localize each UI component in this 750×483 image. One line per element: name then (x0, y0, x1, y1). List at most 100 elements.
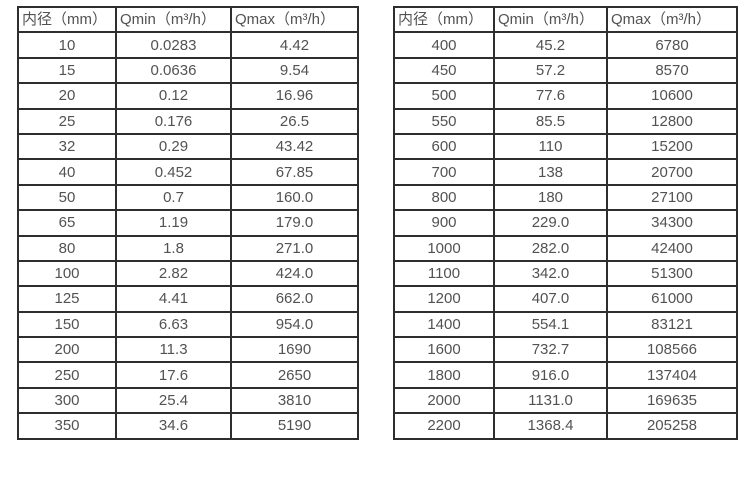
table-cell: 138 (493, 158, 608, 186)
table-cell: 200 (17, 336, 117, 364)
table-cell: 554.1 (493, 310, 608, 339)
table-cell: 65 (17, 209, 117, 237)
table-cell: 43.42 (230, 132, 359, 161)
table-cell: 80 (17, 234, 117, 262)
table-cell: 0.0283 (115, 31, 232, 59)
table-row: 125 4.41 662.0 (17, 285, 359, 313)
table-cell: 67.85 (230, 158, 359, 186)
table-cell: 10600 (606, 82, 738, 110)
table-row: 450 57.2 8570 (393, 56, 738, 85)
table-cell: 229.0 (493, 209, 608, 237)
table-cell: 12800 (606, 107, 738, 135)
table-row: 1600 732.7 108566 (393, 336, 738, 364)
table-cell: 61000 (606, 285, 738, 313)
table-body: 400 45.2 6780 450 57.2 8570 500 77.6 10600 550 85.… (393, 31, 738, 440)
table-cell: 77.6 (493, 82, 608, 110)
table-cell: 83121 (606, 310, 738, 339)
table-row: 100 2.82 424.0 (17, 259, 359, 288)
table-cell: 450 (393, 56, 495, 85)
table-cell: 150 (17, 310, 117, 339)
table-cell: 1100 (393, 259, 495, 288)
table-cell: 20 (17, 82, 117, 110)
table-row: 25 0.176 26.5 (17, 107, 359, 135)
table-row: 600 110 15200 (393, 132, 738, 161)
table-cell: 1400 (393, 310, 495, 339)
table-row: 1800 916.0 137404 (393, 361, 738, 389)
table-cell: 15200 (606, 132, 738, 161)
table-cell: 180 (493, 183, 608, 212)
table-row: 900 229.0 34300 (393, 209, 738, 237)
table-cell: 10 (17, 31, 117, 59)
table-cell: 250 (17, 361, 117, 389)
table-cell: 550 (393, 107, 495, 135)
column-header: Qmin（m³/h） (493, 5, 608, 34)
table-cell: 0.29 (115, 132, 232, 161)
table-cell: 400 (393, 31, 495, 59)
table-row: 200 11.3 1690 (17, 336, 359, 364)
table-cell: 407.0 (493, 285, 608, 313)
table-cell: 3810 (230, 386, 359, 415)
table-cell: 282.0 (493, 234, 608, 262)
table-cell: 6.63 (115, 310, 232, 339)
table-row: 20 0.12 16.96 (17, 82, 359, 110)
table-cell: 662.0 (230, 285, 359, 313)
table-row: 500 77.6 10600 (393, 82, 738, 110)
table-cell: 1600 (393, 336, 495, 364)
table-row: 65 1.19 179.0 (17, 209, 359, 237)
table-cell: 2650 (230, 361, 359, 389)
table-body: 10 0.0283 4.42 15 0.0636 9.54 20 0.12 16.96 25 0.1… (17, 31, 359, 440)
table-row: 40 0.452 67.85 (17, 158, 359, 186)
table-cell: 954.0 (230, 310, 359, 339)
table-cell: 1368.4 (493, 412, 608, 440)
table-row: 1200 407.0 61000 (393, 285, 738, 313)
table-cell: 169635 (606, 386, 738, 415)
table-cell: 110 (493, 132, 608, 161)
table-row: 150 6.63 954.0 (17, 310, 359, 339)
table-cell: 6780 (606, 31, 738, 59)
table-cell: 424.0 (230, 259, 359, 288)
table-cell: 25.4 (115, 386, 232, 415)
table-row: 10 0.0283 4.42 (17, 31, 359, 59)
table-cell: 0.176 (115, 107, 232, 135)
table-cell: 40 (17, 158, 117, 186)
table-cell: 500 (393, 82, 495, 110)
table-cell: 5190 (230, 412, 359, 440)
table-cell: 2.82 (115, 259, 232, 288)
table-cell: 271.0 (230, 234, 359, 262)
table-row: 15 0.0636 9.54 (17, 56, 359, 85)
table-cell: 342.0 (493, 259, 608, 288)
table-cell: 45.2 (493, 31, 608, 59)
table-cell: 8570 (606, 56, 738, 85)
table-cell: 50 (17, 183, 117, 212)
table-cell: 600 (393, 132, 495, 161)
table-cell: 32 (17, 132, 117, 161)
table-row: 300 25.4 3810 (17, 386, 359, 415)
table-cell: 732.7 (493, 336, 608, 364)
table-cell: 1690 (230, 336, 359, 364)
table-cell: 300 (17, 386, 117, 415)
table-cell: 1200 (393, 285, 495, 313)
table-cell: 51300 (606, 259, 738, 288)
column-header: 内径（mm） (393, 5, 495, 34)
table-cell: 34300 (606, 209, 738, 237)
header-row: 内径（mm） Qmin（m³/h） Qmax（m³/h） (393, 5, 738, 34)
table-cell: 4.41 (115, 285, 232, 313)
flow-rate-table-left: 内径（mm） Qmin（m³/h） Qmax（m³/h） 10 0.0283 4.42 15… (17, 5, 359, 440)
table-cell: 20700 (606, 158, 738, 186)
table-row: 50 0.7 160.0 (17, 183, 359, 212)
table-cell: 2000 (393, 386, 495, 415)
table-cell: 16.96 (230, 82, 359, 110)
table-cell: 27100 (606, 183, 738, 212)
table-cell: 125 (17, 285, 117, 313)
table-row: 350 34.6 5190 (17, 412, 359, 440)
table-row: 250 17.6 2650 (17, 361, 359, 389)
table-cell: 2200 (393, 412, 495, 440)
table-cell: 1.8 (115, 234, 232, 262)
table-cell: 25 (17, 107, 117, 135)
table-cell: 0.0636 (115, 56, 232, 85)
table-row: 2200 1368.4 205258 (393, 412, 738, 440)
table-cell: 4.42 (230, 31, 359, 59)
table-row: 400 45.2 6780 (393, 31, 738, 59)
table-cell: 1131.0 (493, 386, 608, 415)
